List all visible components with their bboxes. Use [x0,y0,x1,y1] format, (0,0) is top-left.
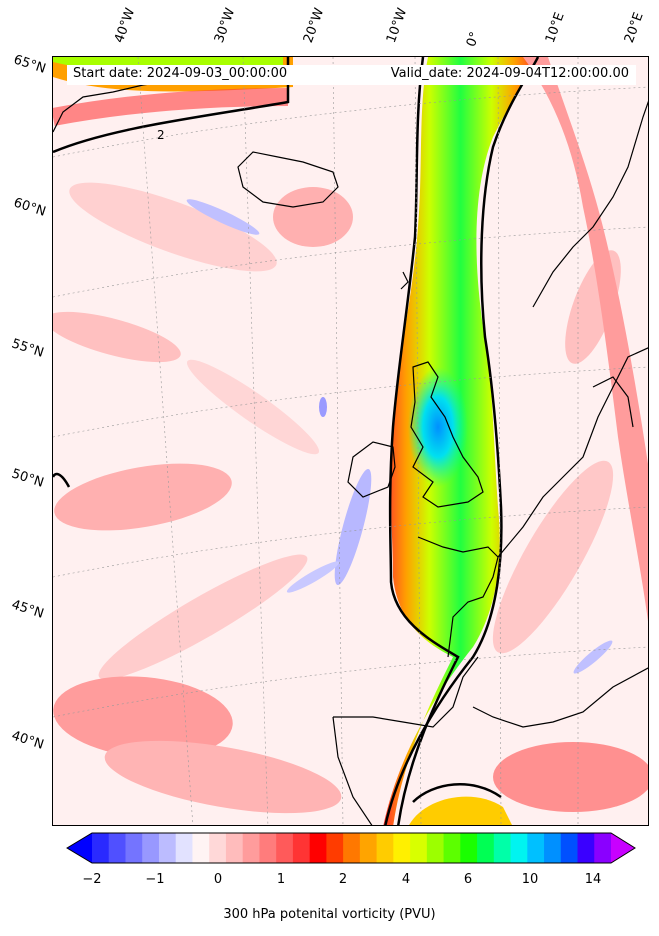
lon-label-20w: 20°W [300,6,328,45]
colorbar-swatch [108,833,126,863]
colorbar-swatch [225,833,244,863]
header-bar [67,65,636,85]
north-sea-continental-coast [497,347,648,558]
colorbar-swatch [343,833,361,863]
colorbar-swatch [209,833,227,863]
colorbar-swatch [359,833,378,863]
colorbar-swatch [309,833,327,863]
lon-label-30w: 30°W [211,6,239,45]
colorbar-swatch [175,833,193,863]
lat-label-55n: 55°N [9,336,46,361]
colorbar-swatch [276,833,294,863]
colorbar-swatch [544,833,562,863]
map-panel: 2 [52,56,649,826]
pv-map: 2 [53,57,648,825]
colorbar-tick: 1 [276,872,286,887]
mediterranean-coast [472,667,648,728]
lat-label-50n: 50°N [9,466,46,491]
colorbar-swatch [510,833,528,863]
colorbar-swatch [594,833,612,863]
iberia-north-coast [333,656,479,728]
colorbar-tick: 2 [338,872,348,887]
colorbar-swatch [142,833,160,863]
graticule [53,57,648,825]
iceland-coast [237,151,339,208]
colorbar-swatch [259,833,277,863]
colorbar-swatch [92,833,110,863]
colorbar-swatch [158,833,177,863]
colorbar-swatch [192,833,210,863]
colorbar-extend-max [611,833,635,863]
colorbar-swatch [326,833,344,863]
colorbar-swatch [577,833,595,863]
iberia-west-coast [332,716,373,825]
colorbar-swatch [410,833,428,863]
colorbar-swatch [560,833,579,863]
lat-label-45n: 45°N [9,597,46,622]
start-date-label: Start date: 2024-09-03_00:00:00 [73,66,288,81]
colorbar-swatch [426,833,445,863]
lon-label-10e: 10°E [542,10,568,46]
colorbar-swatch [376,833,394,863]
colorbar-tick: 14 [584,872,602,887]
ireland-coast [347,441,396,498]
lat-label-40n: 40°N [9,728,46,753]
colorbar-tick: 0 [213,872,223,887]
colorbar-swatch [242,833,260,863]
colorbar-swatch [125,833,143,863]
norway-coast [532,100,648,308]
colorbar [66,832,636,864]
colorbar-swatch [393,833,411,863]
coastlines [53,81,648,825]
colorbar-tick: −2 [82,872,102,887]
lat-label-60n: 60°N [11,195,48,220]
france-coast [417,536,499,658]
colorbar-swatch [493,833,512,863]
colorbar-swatch [292,833,311,863]
great-britain-coast [410,361,484,508]
lon-label-40w: 40°W [111,6,139,45]
colorbar-label: 300 hPa potenital vorticity (PVU) [223,907,436,922]
faroe-coast [400,271,409,290]
colorbar-tick: 4 [401,872,411,887]
lon-label-10w: 10°W [383,6,411,45]
colorbar-swatch [443,833,461,863]
pv-background-field [53,57,648,825]
colorbar-tick: −1 [145,872,165,887]
colorbar-swatch [460,833,478,863]
colorbar-tick: 10 [521,872,539,887]
colorbar-swatch [527,833,545,863]
denmark-coast [592,376,634,428]
colorbar-tick: 6 [463,872,473,887]
lon-label-20e: 20°E [621,10,647,46]
lat-label-65n: 65°N [11,52,48,77]
colorbar-swatch [477,833,495,863]
lon-label-0: 0° [463,29,484,49]
colorbar-extend-min [67,833,92,863]
contour-label: 2 [157,128,165,142]
colorbar-outline [66,832,636,864]
valid-date-label: Valid_date: 2024-09-04T12:00:00.00 [390,66,629,81]
